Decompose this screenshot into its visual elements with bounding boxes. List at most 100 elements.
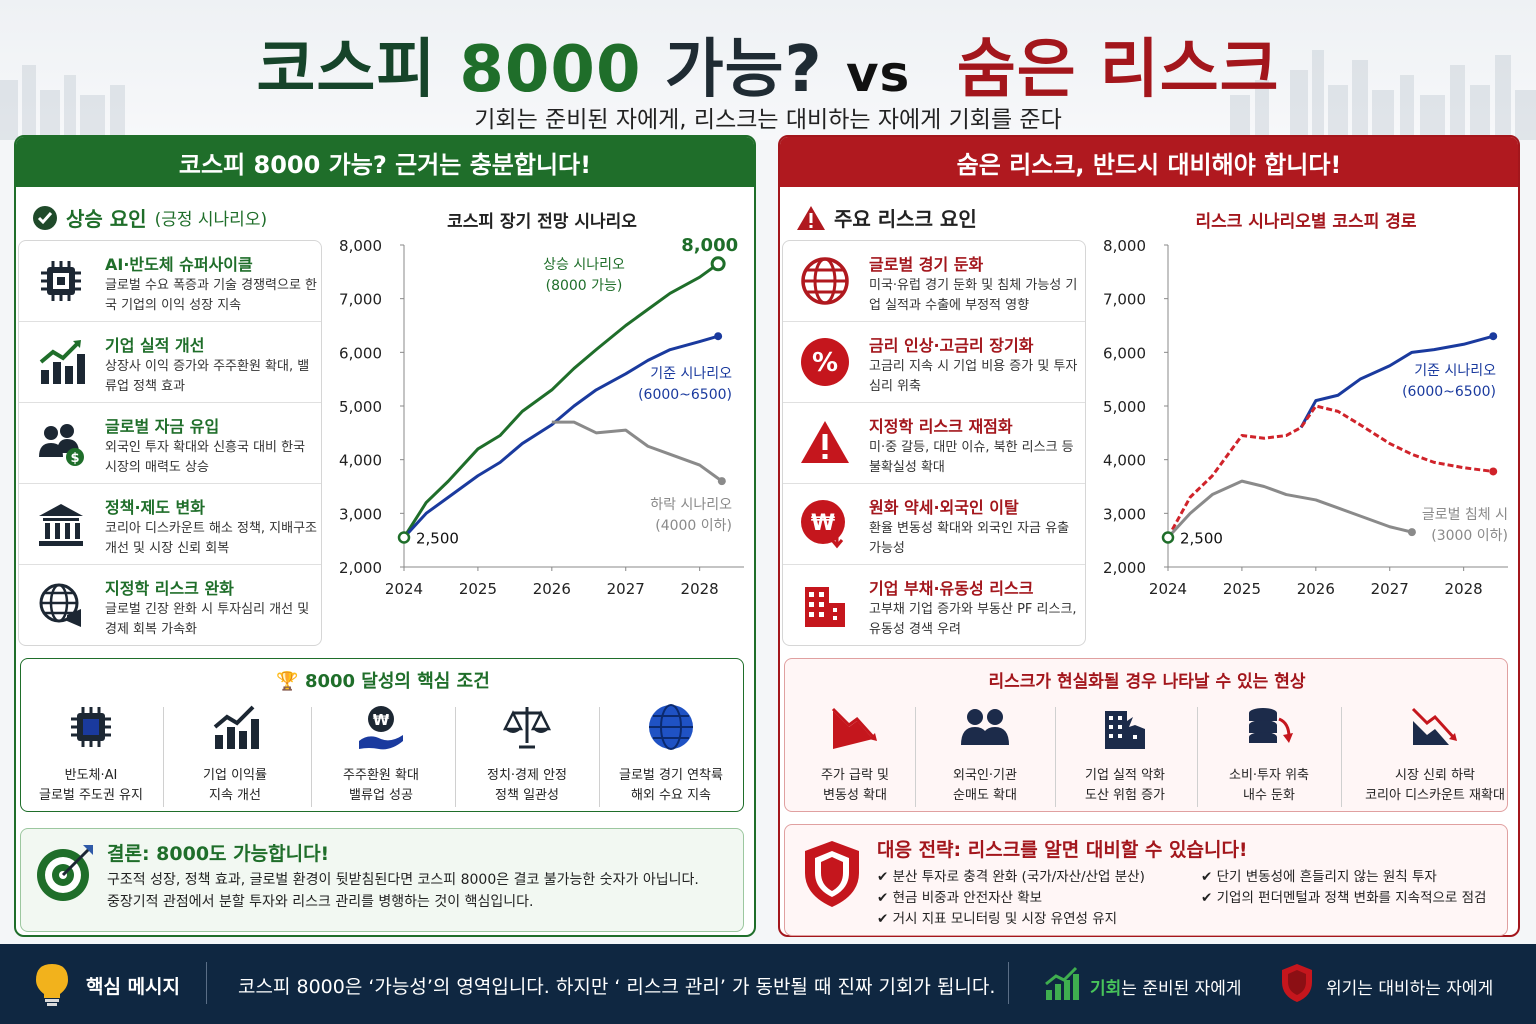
- consequence-line1: 외국인·기관: [953, 768, 1017, 783]
- factor-desc: 코리아 디스카운트 해소 정책, 지배구조 개선 및 시장 신뢰 회복: [105, 521, 318, 556]
- y-tick-label: 3,000: [339, 505, 382, 523]
- series-sublabel-base: (6000~6500): [638, 387, 732, 403]
- y-tick-label: 8,000: [339, 237, 382, 255]
- footer-bar: 핵심 메시지 코스피 8000은 ‘가능성’의 영역입니다. 하지만 ‘ 리스크…: [0, 944, 1536, 1024]
- factor-desc: 미국·유럽 경기 둔화 및 침체 가능성 기업 실적과 수출에 부정적 영향: [869, 278, 1078, 313]
- divider: [311, 707, 312, 807]
- factor-item: 글로벌 경기 둔화 미국·유럽 경기 둔화 및 침체 가능성 기업 실적과 수출…: [783, 241, 1085, 322]
- strategy-item-text: 분산 투자로 충격 완화 (국가/자산/산업 분산): [892, 869, 1145, 885]
- y-tick-label: 7,000: [339, 291, 382, 309]
- chart-title-right: 리스크 시나리오별 코스피 경로: [1195, 212, 1417, 232]
- falling-chart-icon: [831, 707, 877, 749]
- coins-down-icon: [1249, 708, 1293, 743]
- factor-title: 지정학 리스크 재점화: [869, 417, 1013, 436]
- condition-item: 정치·경제 안정 정책 일관성: [457, 701, 597, 806]
- condition-line2: 해외 수요 지속: [630, 788, 712, 803]
- condition-line1: 정치·경제 안정: [486, 768, 568, 783]
- divider: [163, 707, 164, 807]
- start-point-label: 2,500: [1180, 529, 1223, 547]
- condition-line1: 글로벌 경기 연착륙: [619, 768, 723, 783]
- consequence-line1: 주가 급락 및: [820, 768, 890, 783]
- conditions-title: 🏆 8000 달성의 핵심 조건: [21, 667, 745, 693]
- chart-title-left: 코스피 장기 전망 시나리오: [447, 212, 637, 232]
- percent-icon: %: [801, 338, 849, 386]
- conclusion-box: 결론: 8000도 가능합니다! 구조적 성장, 정책 효과, 글로벌 환경이 …: [20, 828, 744, 932]
- consequence-line1: 시장 신뢰 하락: [1394, 768, 1476, 783]
- globe-icon: [649, 704, 693, 750]
- condition-line2: 지속 개선: [209, 788, 261, 803]
- series-end-point-recession: [1407, 528, 1416, 537]
- series-label-recession: 글로벌 침체 시: [1422, 507, 1508, 523]
- condition-item: 반도체·AI 글로벌 주도권 유지: [21, 701, 161, 806]
- strategy-item: ✔ 거시 지표 모니터링 및 시장 유연성 유지: [877, 911, 1118, 927]
- target-point-label: 8,000: [681, 235, 738, 256]
- y-tick-label: 5,000: [339, 398, 382, 416]
- consequence-item: 소비·투자 위축 내수 둔화: [1199, 701, 1339, 806]
- strategy-item: ✔ 분산 투자로 충격 완화 (국가/자산/산업 분산): [877, 869, 1145, 885]
- consequences-box: 리스크가 현실화될 경우 나타날 수 있는 현상 주가 급락 및 변동성 확대 …: [784, 658, 1508, 812]
- x-tick-label: 2028: [681, 580, 719, 598]
- chip-icon: [71, 707, 111, 747]
- condition-item: 기업 이익률 지속 개선: [165, 701, 305, 806]
- factor-title: 원화 약세·외국인 이탈: [869, 498, 1019, 517]
- conditions-box: 🏆 8000 달성의 핵심 조건 반도체·AI 글로벌 주도권 유지 기업 이익…: [20, 658, 744, 812]
- people-icon: [961, 709, 1009, 745]
- y-tick-label: 3,000: [1103, 505, 1146, 523]
- factor-desc: 고금리 지속 시 기업 비용 증가 및 투자 심리 위축: [869, 359, 1078, 394]
- series-label-base: 기준 시나리오: [1414, 363, 1496, 379]
- factor-title: 글로벌 자금 유입: [105, 417, 220, 436]
- globe-icon: [801, 257, 849, 305]
- footer-message: 코스피 8000은 ‘가능성’의 영역입니다. 하지만 ‘ 리스크 관리’ 가 …: [238, 976, 996, 998]
- consequence-item: 기업 실적 악화 도산 위험 증가: [1055, 701, 1195, 806]
- series-label-down: 하락 시나리오: [650, 497, 732, 513]
- divider: [915, 707, 916, 807]
- y-tick-label: 5,000: [1103, 398, 1146, 416]
- consequence-line2: 도산 위험 증가: [1084, 788, 1166, 803]
- consequence-item: 주가 급락 및 변동성 확대: [785, 701, 925, 806]
- building-icon: [805, 587, 845, 627]
- consequence-line2: 내수 둔화: [1243, 788, 1295, 803]
- x-tick-label: 2024: [385, 580, 423, 598]
- factor-item: ₩ 원화 약세·외국인 이탈 환율 변동성 확대와 외국인 자금 유출 가능성: [783, 484, 1085, 565]
- upside-title-sub: (긍정 시나리오): [154, 210, 268, 230]
- risk-section-title: 주요 리스크 요인: [796, 203, 977, 232]
- factor-item: 지정학 리스크 재점화 미·중 갈등, 대만 이슈, 북한 리스크 등 불확실성…: [783, 403, 1085, 484]
- growth-chart-icon: [213, 705, 259, 749]
- x-tick-label: 2027: [607, 580, 645, 598]
- consequence-item: 외국인·기관 순매도 확대: [915, 701, 1055, 806]
- right-banner: 숨은 리스크, 반드시 대비해야 합니다!: [780, 137, 1518, 187]
- series-label-base: 기준 시나리오: [650, 366, 732, 382]
- start-point-marker: [397, 531, 411, 544]
- warning-icon: [797, 205, 825, 230]
- strategy-title: 대응 전략: 리스크를 알면 대비할 수 있습니다!: [877, 839, 1248, 861]
- broken-building-icon: [1105, 711, 1145, 749]
- shield-icon: [805, 841, 859, 907]
- factor-title: 글로벌 경기 둔화: [869, 255, 984, 274]
- consequence-line1: 소비·투자 위축: [1228, 768, 1310, 783]
- growth-chart-icon: [1045, 966, 1079, 1000]
- strategy-item-text: 거시 지표 모니터링 및 시장 유연성 유지: [892, 911, 1118, 927]
- left-panel: 코스피 8000 가능? 근거는 충분합니다! 상승 요인 (긍정 시나리오) …: [14, 135, 756, 937]
- series-sublabel-up: (8000 가능): [546, 278, 623, 294]
- conclusion-line1: 구조적 성장, 정책 효과, 글로벌 환경이 뒷받침된다면 코스피 8000은 …: [107, 872, 699, 888]
- chip-icon: [41, 261, 81, 301]
- factor-item: % 금리 인상·고금리 장기화 고금리 지속 시 기업 비용 증가 및 투자 심…: [783, 322, 1085, 403]
- consequence-line2: 변동성 확대: [823, 788, 887, 803]
- strategy-item-text: 단기 변동성에 흔들리지 않는 원칙 투자: [1216, 869, 1437, 885]
- factor-title: 금리 인상·고금리 장기화: [869, 336, 1034, 355]
- y-tick-label: 8,000: [1103, 237, 1146, 255]
- consequence-line1: 기업 실적 악화: [1084, 768, 1166, 783]
- upside-title-text: 상승 요인: [66, 207, 147, 231]
- warning-icon: [801, 421, 849, 463]
- target-point-marker: [710, 256, 726, 272]
- x-tick-label: 2027: [1371, 580, 1409, 598]
- growth-chart-icon: [39, 340, 85, 384]
- strategy-box: 대응 전략: 리스크를 알면 대비할 수 있습니다! ✔ 분산 투자로 충격 완…: [784, 824, 1508, 936]
- factor-title: AI·반도체 슈퍼사이클: [105, 255, 253, 274]
- footer-label: 핵심 메시지: [86, 976, 181, 998]
- start-point-label: 2,500: [416, 529, 459, 547]
- series-line-risk: [1166, 404, 1494, 539]
- series-sublabel-recession: (3000 이하): [1431, 528, 1508, 544]
- divider: [455, 707, 456, 807]
- footer-opportunity-rest: 는 준비된 자에게: [1121, 979, 1242, 999]
